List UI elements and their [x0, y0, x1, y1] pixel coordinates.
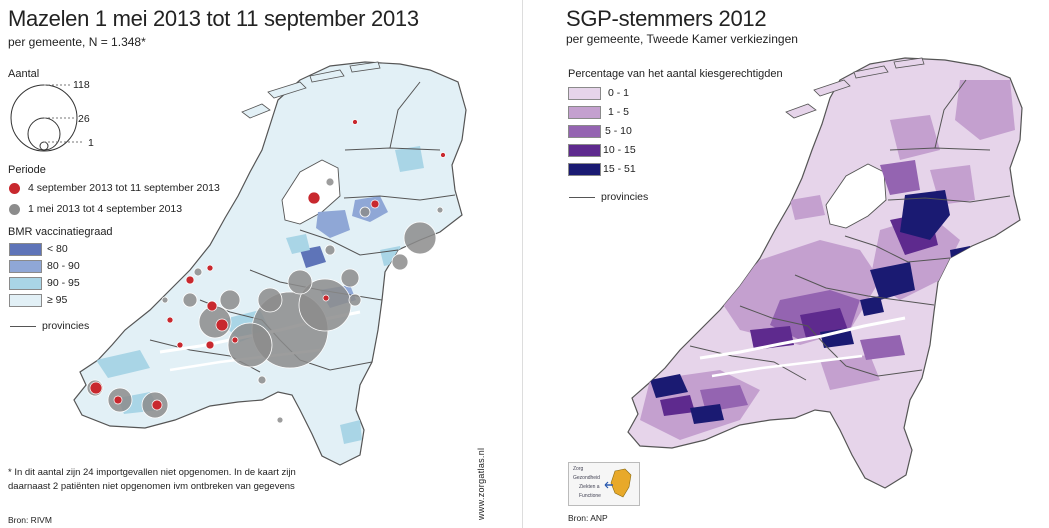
- measles-source: Bron: RIVM: [8, 515, 52, 525]
- footnote: * In dit aantal zijn 24 importgevallen n…: [8, 466, 308, 494]
- measles-map-subtitle: per gemeente, N = 1.348*: [8, 35, 146, 49]
- measles-map-title: Mazelen 1 mei 2013 tot 11 september 2013: [8, 6, 419, 31]
- measles-map: [73, 61, 467, 466]
- bmr-label-ge95: ≥ 95: [47, 294, 68, 306]
- sgp-label-15-51: 15 - 51: [603, 163, 636, 175]
- footnote-line-1: * In dit aantal zijn 24 importgevallen n…: [8, 467, 296, 478]
- panel-divider: [522, 0, 523, 528]
- size-legend-heading: Aantal: [8, 68, 40, 80]
- sgp-map-subtitle: per gemeente, Tweede Kamer verkiezingen: [566, 32, 798, 46]
- bmr-swatch-lt80: [9, 243, 42, 256]
- measles-map-panel: Mazelen 1 mei 2013 tot 11 september 2013…: [0, 0, 524, 528]
- sgp-source: Bron: ANP: [568, 513, 608, 523]
- size-legend-value-min: 1: [88, 137, 94, 149]
- period-recent-dot: [9, 183, 20, 194]
- logo-item-1: Zorg: [573, 466, 584, 472]
- sgp-label-1-5: 1 - 5: [608, 106, 630, 118]
- bmr-swatch-ge95: [9, 294, 42, 307]
- bmr-label-80-90: 80 - 90: [47, 260, 80, 272]
- bmr-legend-heading: BMR vaccinatiegraad: [8, 226, 113, 238]
- sgp-swatch-0-1: [568, 87, 601, 100]
- logo-item-3: Ziekten a: [579, 484, 600, 490]
- bmr-swatch-90-95: [9, 277, 42, 290]
- bmr-swatch-80-90: [9, 260, 42, 273]
- bmr-label-90-95: 90 - 95: [47, 277, 80, 289]
- sgp-swatch-10-15: [568, 144, 601, 157]
- sgp-legend-heading: Percentage van het aantal kiesgerechtigd…: [568, 68, 783, 80]
- netherlands-mini-map-icon: [604, 468, 632, 498]
- province-label: provincies: [42, 320, 90, 332]
- sgp-swatch-15-51: [568, 163, 601, 176]
- period-recent-label: 4 september 2013 tot 11 september 2013: [28, 182, 220, 194]
- bmr-label-lt80: < 80: [47, 243, 68, 255]
- sgp-label-0-1: 0 - 1: [608, 87, 630, 99]
- zorgatlas-logo: Zorg Gezondheid Ziekten a Functione: [568, 462, 640, 506]
- footnote-line-2: daarnaast 2 patiënten niet opgenomen ivm…: [8, 481, 295, 492]
- sgp-province-label: provincies: [601, 191, 649, 203]
- logo-item-2: Gezondheid: [573, 475, 600, 481]
- size-legend-value-max: 118: [73, 79, 90, 91]
- sgp-label-5-10: 5 - 10: [605, 125, 632, 137]
- sgp-map-title: SGP-stemmers 2012: [566, 6, 767, 31]
- logo-item-4: Functione: [579, 493, 601, 499]
- sgp-swatch-1-5: [568, 106, 601, 119]
- sgp-province-line-sample: [569, 197, 595, 198]
- size-legend-value-mid: 26: [78, 113, 90, 125]
- province-line-sample: [10, 326, 36, 327]
- period-earlier-label: 1 mei 2013 tot 4 september 2013: [28, 203, 183, 215]
- period-earlier-dot: [9, 204, 20, 215]
- sgp-label-10-15: 10 - 15: [603, 144, 636, 156]
- period-legend-heading: Periode: [8, 164, 46, 176]
- sgp-swatch-5-10: [568, 125, 601, 138]
